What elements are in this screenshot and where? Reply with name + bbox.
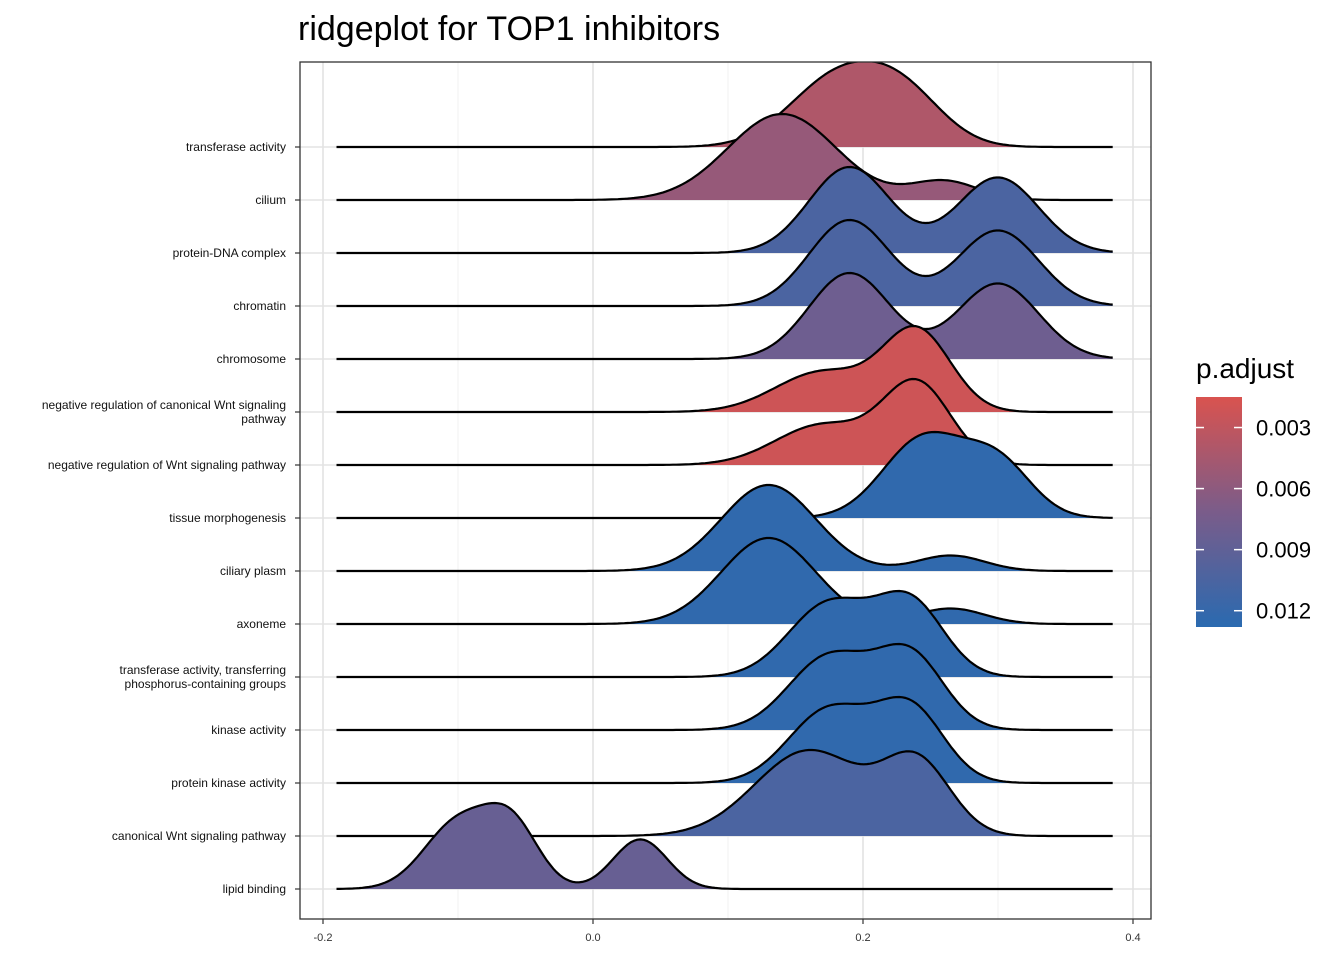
y-tick-label-line: pathway [241,412,286,426]
y-tick-label-line: protein kinase activity [171,776,286,790]
ridge-outline [336,271,1113,361]
ridge-3 [336,218,1113,308]
ridge-outline [336,536,1113,626]
y-tick-label-line: negative regulation of Wnt signaling pat… [48,458,286,472]
y-tick-label: tissue morphogenesis [169,511,286,525]
y-tick-label: chromosome [217,352,287,366]
y-tick-label: lipid binding [223,882,286,896]
ridge-fill [336,750,1113,836]
ridge-outline [336,695,1113,785]
ridge-outline [336,165,1113,255]
ridge-fill [336,114,1113,200]
y-tick-label-line: axoneme [237,617,287,631]
ridges [336,62,1113,891]
y-tick-label-line: chromosome [217,352,287,366]
y-tick-label-line: lipid binding [223,882,286,896]
ridge-14 [336,801,1113,891]
ridge-fill [336,538,1113,624]
ridge-fill [336,62,1113,147]
y-tick-label: transferase activity, transferring phosph… [119,663,286,691]
x-tick-label: 0.4 [1125,932,1140,944]
y-tick-label-line: cilium [255,193,286,207]
plot-border [299,61,1152,920]
y-tick-label-line: ciliary plasm [220,564,286,578]
y-tick-label-line: transferase activity [186,140,286,154]
legend-ticks: 0.003 0.006 0.009 0.012 [1196,416,1311,624]
y-tick-label: protein kinase activity [171,776,286,790]
y-tick-label: protein-DNA complex [173,246,286,260]
legend-colorbar [1196,397,1242,627]
ridge-fill [336,485,1113,571]
legend-tick-label: 0.012 [1256,599,1311,624]
ridge-outline [336,589,1113,679]
ridge-fill [336,432,1113,518]
legend-tick-label: 0.006 [1256,477,1311,502]
y-axis: transferase activity cilium protein-DNA co… [42,140,300,896]
ridge-fill [336,167,1113,253]
color-legend: p.adjust 0.003 0.006 0.009 0.012 [1196,353,1311,627]
legend-tick-label: 0.009 [1256,538,1311,563]
ridge-fill [336,220,1113,306]
ridge-outline [336,62,1113,149]
y-tick-label-line: protein-DNA complex [173,246,286,260]
ridge-8 [336,483,1113,573]
x-tick-label: -0.2 [314,932,333,944]
y-tick-label: cilium [255,193,286,207]
y-tick-label-line: chromatin [233,299,286,313]
y-tick-label: chromatin [233,299,286,313]
ridge-outline [336,324,1113,414]
x-tick-label: 0.2 [855,932,870,944]
ridge-fill [336,803,1113,889]
y-tick-label: ciliary plasm [220,564,286,578]
ridge-outline [336,218,1113,308]
ridge-outline [336,801,1113,891]
ridge-outline [336,483,1113,573]
y-tick-label: negative regulation of canonical Wnt sig… [42,398,286,426]
x-axis: -0.2 0.0 0.2 0.4 [314,919,1141,944]
y-tick-label: axoneme [237,617,287,631]
ridge-9 [336,536,1113,626]
y-tick-label-line: canonical Wnt signaling pathway [112,829,286,843]
ridge-2 [336,165,1113,255]
y-tick-label-line: transferase activity, transferring [119,663,286,677]
y-tick-label: canonical Wnt signaling pathway [112,829,286,843]
y-tick-label: transferase activity [186,140,286,154]
y-tick-label: kinase activity [211,723,286,737]
ridge-0 [336,62,1113,149]
y-tick-label-line: kinase activity [211,723,286,737]
y-tick-label-line: tissue morphogenesis [169,511,286,525]
x-tick-label: 0.0 [585,932,600,944]
legend-tick-label: 0.003 [1256,416,1311,441]
legend-title: p.adjust [1196,353,1294,384]
chart-title: ridgeplot for TOP1 inhibitors [298,10,720,48]
y-tick-label-line: phosphorus-containing groups [125,677,286,691]
y-tick-label-line: negative regulation of canonical Wnt sig… [42,398,286,412]
ridge-outline [336,642,1113,732]
y-tick-label: negative regulation of Wnt signaling pat… [48,458,286,472]
